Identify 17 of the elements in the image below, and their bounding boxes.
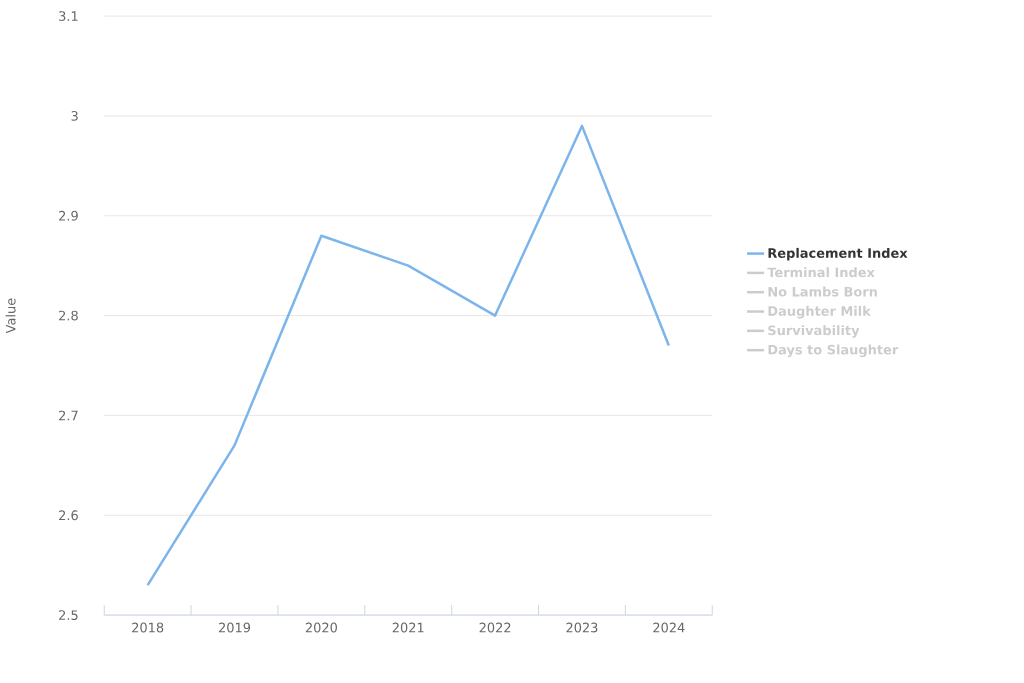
y-tick-label: 2.9 xyxy=(59,210,78,221)
legend-label: Replacement Index xyxy=(768,247,908,261)
line-series xyxy=(146,124,671,587)
y-tick-label: 3.1 xyxy=(59,11,78,21)
y-axis-title: Value xyxy=(5,298,16,334)
x-tick-label: 2022 xyxy=(479,622,511,633)
x-tick-label: 2019 xyxy=(219,622,251,633)
y-tick-label: 3 xyxy=(71,111,78,121)
x-tick-label: 2021 xyxy=(392,622,424,633)
y-tick-label: 2.5 xyxy=(59,610,78,620)
x-tick-label: 2020 xyxy=(305,622,337,633)
x-tick-label: 2018 xyxy=(132,622,164,633)
x-tick-label: 2023 xyxy=(566,622,598,633)
y-tick-label: 2.8 xyxy=(59,310,78,321)
y-tick-label: 2.6 xyxy=(59,510,78,521)
x-tick-label: 2024 xyxy=(653,622,685,633)
y-tick-label: 2.7 xyxy=(59,410,78,421)
